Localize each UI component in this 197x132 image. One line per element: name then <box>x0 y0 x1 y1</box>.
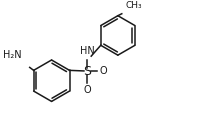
Text: S: S <box>83 65 91 78</box>
Text: H₂N: H₂N <box>3 50 22 60</box>
Text: O: O <box>84 85 91 95</box>
Text: CH₃: CH₃ <box>126 1 142 10</box>
Text: O: O <box>99 66 107 76</box>
Text: HN: HN <box>80 46 95 56</box>
